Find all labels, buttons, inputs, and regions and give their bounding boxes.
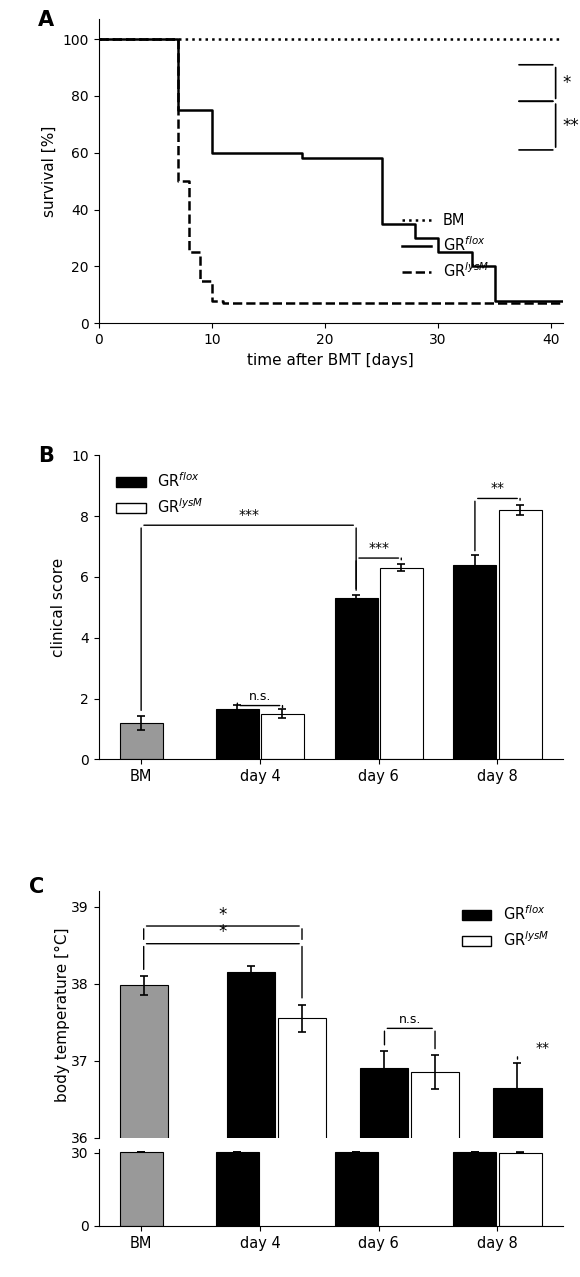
Bar [119, 986, 168, 1277]
Text: **: ** [563, 116, 579, 134]
Text: ***: *** [368, 541, 389, 555]
Text: C: C [29, 876, 44, 896]
Bar [335, 598, 378, 760]
Bar [380, 568, 423, 760]
Text: **: ** [491, 481, 505, 495]
Bar [499, 1153, 542, 1226]
Bar [261, 714, 304, 760]
Legend: GR$^{flox}$, GR$^{lysM}$: GR$^{flox}$, GR$^{lysM}$ [111, 466, 209, 522]
Text: *: * [219, 905, 227, 923]
Bar [227, 972, 276, 1277]
Text: B: B [38, 446, 54, 466]
Bar [411, 1073, 459, 1277]
Bar [454, 564, 496, 760]
Bar [499, 510, 542, 760]
Y-axis label: clinical score: clinical score [50, 558, 66, 656]
Text: **: ** [536, 1041, 550, 1055]
Text: *: * [219, 923, 227, 941]
Y-axis label: body temperature [°C]: body temperature [°C] [55, 927, 70, 1102]
Y-axis label: survival [%]: survival [%] [42, 125, 57, 217]
Legend: GR$^{flox}$, GR$^{lysM}$: GR$^{flox}$, GR$^{lysM}$ [456, 899, 555, 955]
Text: n.s.: n.s. [398, 1013, 421, 1025]
X-axis label: time after BMT [days]: time after BMT [days] [247, 352, 414, 368]
Legend: BM, GR$^{flox}$, GR$^{lysM}$: BM, GR$^{flox}$, GR$^{lysM}$ [396, 207, 495, 286]
Bar [494, 1088, 542, 1277]
Text: ***: *** [238, 507, 259, 521]
Bar [454, 1152, 496, 1226]
Text: n.s.: n.s. [249, 690, 271, 704]
Bar [216, 709, 259, 760]
Bar [119, 723, 162, 760]
Bar [360, 1069, 408, 1277]
Text: *: * [563, 74, 571, 92]
Text: A: A [38, 10, 55, 31]
Bar [335, 1152, 378, 1226]
Bar [119, 1152, 162, 1226]
Bar [216, 1152, 259, 1226]
Bar [278, 1018, 326, 1277]
